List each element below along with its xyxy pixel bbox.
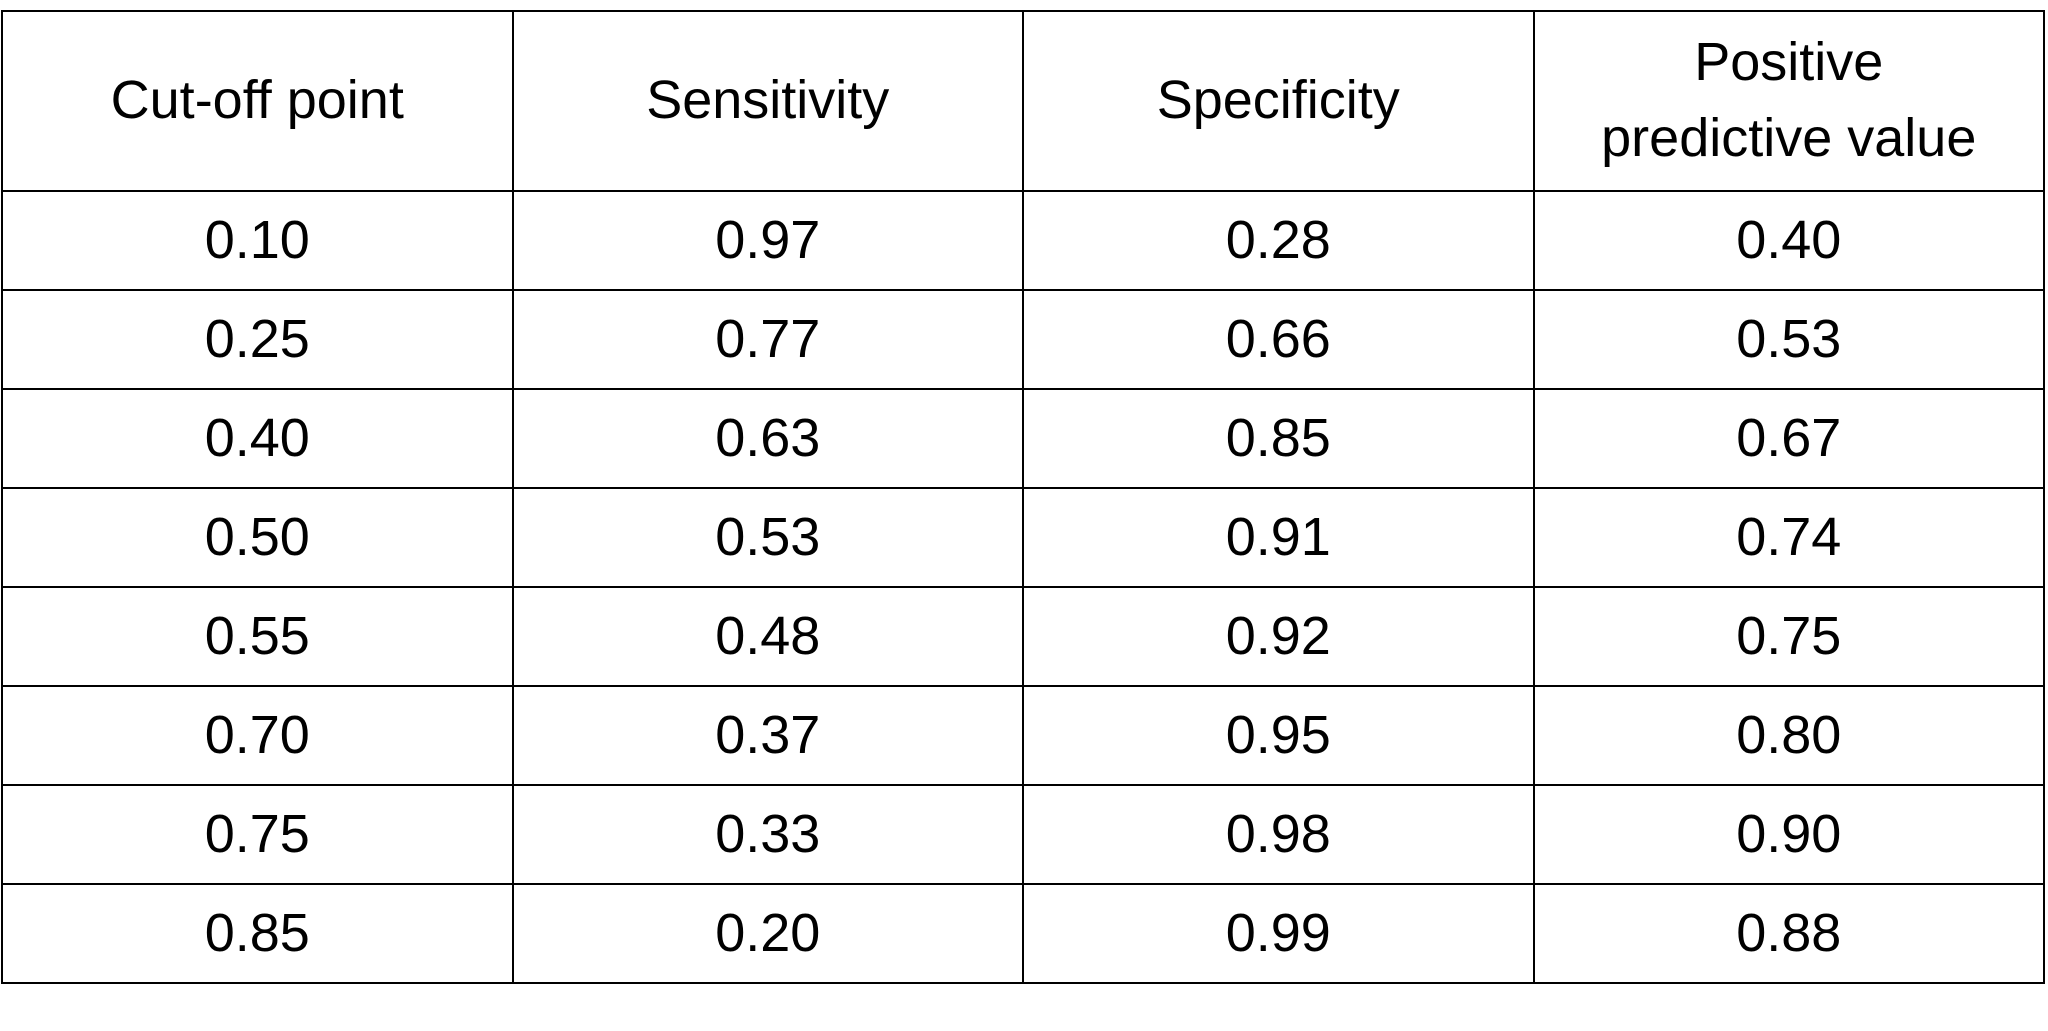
data-table: Cut-off point Sensitivity Specificity Posit…: [1, 10, 2045, 984]
header-cell: Sensitivity: [511, 10, 1024, 192]
header-cell: Specificity: [1022, 10, 1535, 192]
table-row: 0.70 0.37 0.95 0.80: [1, 685, 2045, 786]
table-cell: 0.85: [1022, 388, 1535, 489]
table-cell: 0.95: [1022, 685, 1535, 786]
table-cell: 0.90: [1532, 784, 2045, 885]
table-cell: 0.25: [1, 289, 514, 390]
table-row: 0.25 0.77 0.66 0.53: [1, 289, 2045, 390]
table-cell: 0.77: [511, 289, 1024, 390]
table-cell: 0.75: [1, 784, 514, 885]
table-cell: 0.75: [1532, 586, 2045, 687]
table-cell: 0.10: [1, 190, 514, 291]
table-row: 0.10 0.97 0.28 0.40: [1, 190, 2045, 291]
table-cell: 0.40: [1, 388, 514, 489]
header-cell: Cut-off point: [1, 10, 514, 192]
table-cell: 0.97: [511, 190, 1024, 291]
table-cell: 0.28: [1022, 190, 1535, 291]
table-cell: 0.92: [1022, 586, 1535, 687]
table-cell: 0.20: [511, 883, 1024, 984]
table-cell: 0.66: [1022, 289, 1535, 390]
table-cell: 0.48: [511, 586, 1024, 687]
table-cell: 0.40: [1532, 190, 2045, 291]
table-cell: 0.53: [1532, 289, 2045, 390]
table-header: Cut-off point Sensitivity Specificity Posit…: [1, 10, 2045, 192]
table-row: 0.40 0.63 0.85 0.67: [1, 388, 2045, 489]
table-cell: 0.88: [1532, 883, 2045, 984]
table-cell: 0.33: [511, 784, 1024, 885]
table-cell: 0.37: [511, 685, 1024, 786]
table-cell: 0.63: [511, 388, 1024, 489]
table-cell: 0.50: [1, 487, 514, 588]
table-cell: 0.85: [1, 883, 514, 984]
table-cell: 0.70: [1, 685, 514, 786]
table-cell: 0.99: [1022, 883, 1535, 984]
table-cell: 0.91: [1022, 487, 1535, 588]
table-cell: 0.80: [1532, 685, 2045, 786]
header-row: Cut-off point Sensitivity Specificity Posit…: [1, 10, 2045, 192]
table-cell: 0.53: [511, 487, 1024, 588]
table-cell: 0.98: [1022, 784, 1535, 885]
table-body: 0.10 0.97 0.28 0.40 0.25 0.77 0.66 0.53 0.40 0.63…: [1, 190, 2045, 984]
header-cell: Positive predictive value: [1532, 10, 2045, 192]
table-row: 0.85 0.20 0.99 0.88: [1, 883, 2045, 984]
table-cell: 0.67: [1532, 388, 2045, 489]
table-cell: 0.74: [1532, 487, 2045, 588]
table-row: 0.75 0.33 0.98 0.90: [1, 784, 2045, 885]
table-row: 0.50 0.53 0.91 0.74: [1, 487, 2045, 588]
table-row: 0.55 0.48 0.92 0.75: [1, 586, 2045, 687]
table-cell: 0.55: [1, 586, 514, 687]
